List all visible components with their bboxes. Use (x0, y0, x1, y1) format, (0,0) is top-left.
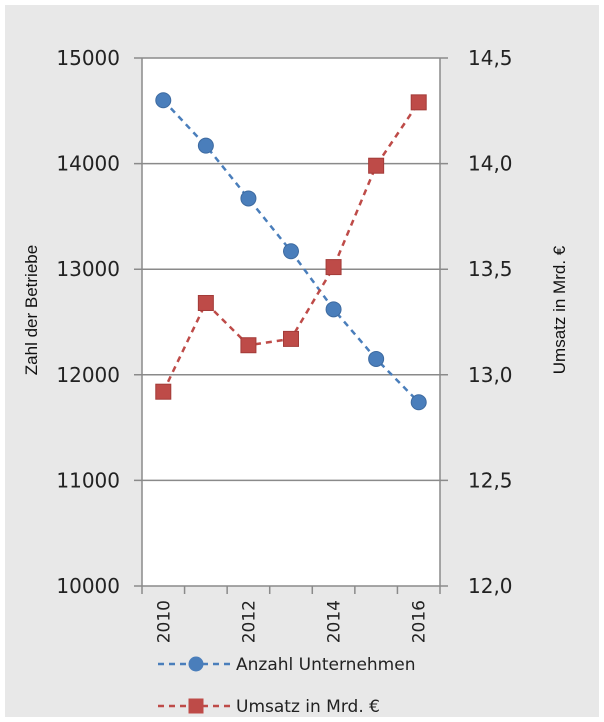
right-y-tick-label: 13,0 (468, 363, 513, 387)
data-point (197, 137, 214, 154)
gridlines (134, 57, 448, 587)
left-y-tick-label: 14000 (56, 152, 120, 176)
right-y-tick-label: 12,0 (468, 574, 513, 598)
data-point (368, 350, 385, 367)
legend-label: Anzahl Unternehmen (236, 655, 415, 675)
axes (141, 58, 441, 586)
x-tick-label: 2010 (154, 600, 174, 643)
left-y-tick-label: 11000 (56, 468, 120, 492)
data-point (368, 157, 385, 174)
right-y-axis-ticks: 12,0 12,5 13,0 13,5 14,0 14,5 (468, 46, 513, 598)
data-point (240, 337, 257, 354)
data-point (283, 243, 299, 260)
x-tick-label: 2014 (325, 600, 345, 643)
left-y-tick-label: 13000 (56, 257, 120, 281)
right-y-tick-label: 14,0 (468, 152, 513, 176)
right-y-tick-label: 14,5 (468, 46, 513, 70)
x-axis-ticks: 2010 2012 2014 2016 (141, 586, 441, 643)
x-tick-label: 2016 (410, 600, 430, 643)
data-point (325, 301, 342, 318)
data-point (155, 383, 172, 400)
data-point (283, 330, 299, 347)
data-point (197, 294, 214, 311)
left-y-tick-label: 15000 (56, 46, 120, 70)
right-y-tick-label: 13,5 (468, 257, 513, 281)
data-point (410, 394, 427, 411)
legend-label: Umsatz in Mrd. € (236, 697, 380, 717)
left-y-axis-ticks: 10000 11000 12000 13000 14000 15000 (56, 46, 120, 598)
data-point (410, 94, 427, 111)
left-axis-title: Zahl der Betriebe (22, 245, 41, 375)
chart-frame: 10000 11000 12000 13000 14000 15000 12,0 12,5 1… (5, 5, 599, 717)
x-tick-label: 2012 (239, 600, 259, 643)
right-y-tick-label: 12,5 (468, 468, 513, 492)
right-axis-title: Umsatz in Mrd. € (550, 245, 569, 374)
legend: Anzahl Unternehmen Umsatz in Mrd. € (158, 655, 415, 717)
legend-marker (188, 698, 204, 714)
left-y-tick-label: 12000 (56, 363, 120, 387)
left-y-tick-label: 10000 (56, 574, 120, 598)
data-point (155, 92, 172, 109)
series-group (155, 92, 427, 411)
data-point (240, 190, 257, 207)
data-point (325, 259, 342, 276)
legend-marker (188, 656, 204, 672)
